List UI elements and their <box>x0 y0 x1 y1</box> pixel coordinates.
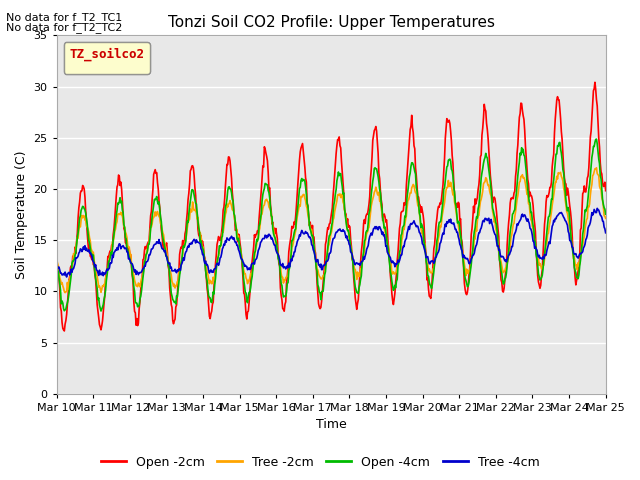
Open -2cm <box>591 79 599 85</box>
Open -2cm <box>602 188 609 193</box>
Open -2cm <box>399 208 406 214</box>
Tree -2cm <box>205 276 212 282</box>
Tree -4cm <box>602 230 609 236</box>
Open -4cm <box>63 303 70 309</box>
Open -2cm <box>205 302 212 308</box>
Text: No data for f_T2_TC2: No data for f_T2_TC2 <box>6 22 123 33</box>
Open -2cm <box>53 256 61 262</box>
Text: No data for f_T2_TC1: No data for f_T2_TC1 <box>6 12 123 23</box>
Tree -2cm <box>415 204 422 210</box>
Tree -2cm <box>63 279 71 285</box>
Tree -4cm <box>399 246 406 252</box>
Line: Open -2cm: Open -2cm <box>57 82 605 331</box>
Open -2cm <box>176 252 184 257</box>
Tree -4cm <box>176 266 184 272</box>
Tree -2cm <box>53 256 61 262</box>
Title: Tonzi Soil CO2 Profile: Upper Temperatures: Tonzi Soil CO2 Profile: Upper Temperatur… <box>168 15 495 30</box>
Open -4cm <box>97 308 105 314</box>
Tree -2cm <box>602 216 609 221</box>
Line: Open -4cm: Open -4cm <box>57 139 605 311</box>
Open -4cm <box>120 222 128 228</box>
Tree -2cm <box>61 290 69 296</box>
Tree -2cm <box>120 224 128 229</box>
Legend:  <box>63 42 150 74</box>
Line: Tree -2cm: Tree -2cm <box>57 168 605 293</box>
Tree -2cm <box>176 270 184 276</box>
Tree -4cm <box>63 271 71 277</box>
Open -4cm <box>593 136 600 142</box>
Tree -4cm <box>593 205 601 211</box>
Tree -4cm <box>205 267 212 273</box>
Line: Tree -4cm: Tree -4cm <box>57 208 605 277</box>
Open -2cm <box>61 328 68 334</box>
Open -2cm <box>120 226 128 231</box>
Open -4cm <box>205 293 212 299</box>
Tree -4cm <box>53 262 61 267</box>
Open -2cm <box>63 301 71 307</box>
Open -4cm <box>415 200 422 206</box>
Open -4cm <box>176 273 184 278</box>
Open -4cm <box>602 211 609 217</box>
Tree -4cm <box>63 274 70 280</box>
Open -2cm <box>415 194 422 200</box>
Tree -2cm <box>399 234 406 240</box>
Open -4cm <box>399 225 406 230</box>
Tree -4cm <box>415 226 422 232</box>
Legend: Open -2cm, Tree -2cm, Open -4cm, Tree -4cm: Open -2cm, Tree -2cm, Open -4cm, Tree -4… <box>95 451 545 474</box>
Tree -2cm <box>593 165 600 171</box>
Tree -4cm <box>120 244 128 250</box>
X-axis label: Time: Time <box>316 419 346 432</box>
Y-axis label: Soil Temperature (C): Soil Temperature (C) <box>15 150 28 279</box>
Open -4cm <box>53 261 61 266</box>
